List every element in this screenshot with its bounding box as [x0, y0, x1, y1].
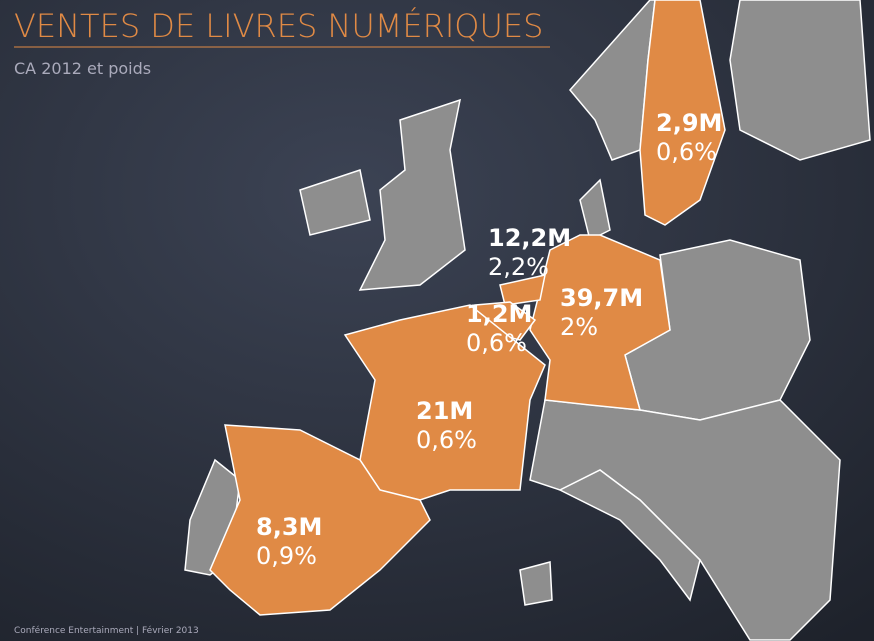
sales-label: 21M	[416, 397, 473, 425]
uk	[358, 98, 466, 291]
share-label: 2%	[560, 313, 598, 341]
sales-label: 2,9M	[656, 109, 722, 137]
sweden	[639, 0, 726, 226]
subtitle: CA 2012 et poids	[14, 59, 151, 78]
share-label: 2,2%	[488, 253, 549, 281]
germany	[529, 234, 671, 411]
france	[343, 304, 546, 501]
share-label: 0,6%	[656, 138, 717, 166]
sardinia	[519, 561, 553, 606]
footer: Conférence Entertainment | Février 2013	[14, 625, 199, 636]
sales-label: 8,3M	[256, 513, 322, 541]
title: VENTES DE LIVRES NUMÉRIQUES	[14, 7, 543, 45]
ireland	[299, 169, 371, 236]
italy	[558, 469, 701, 602]
share-label: 0,9%	[256, 542, 317, 570]
sales-label: 12,2M	[488, 224, 571, 252]
highlighted-countries	[209, 0, 726, 616]
spain	[209, 424, 431, 616]
sales-label: 39,7M	[560, 284, 643, 312]
finland	[729, 0, 871, 161]
countries	[184, 0, 871, 641]
share-label: 0,6%	[416, 426, 477, 454]
netherlands	[499, 274, 546, 306]
share-label: 0,6%	[466, 329, 527, 357]
denmark	[579, 178, 611, 242]
sales-label: 1,2M	[466, 300, 532, 328]
labels: 2,9M 0,6% 12,2M 2,2% 1,2M 0,6% 39,7M 2% …	[256, 109, 722, 570]
